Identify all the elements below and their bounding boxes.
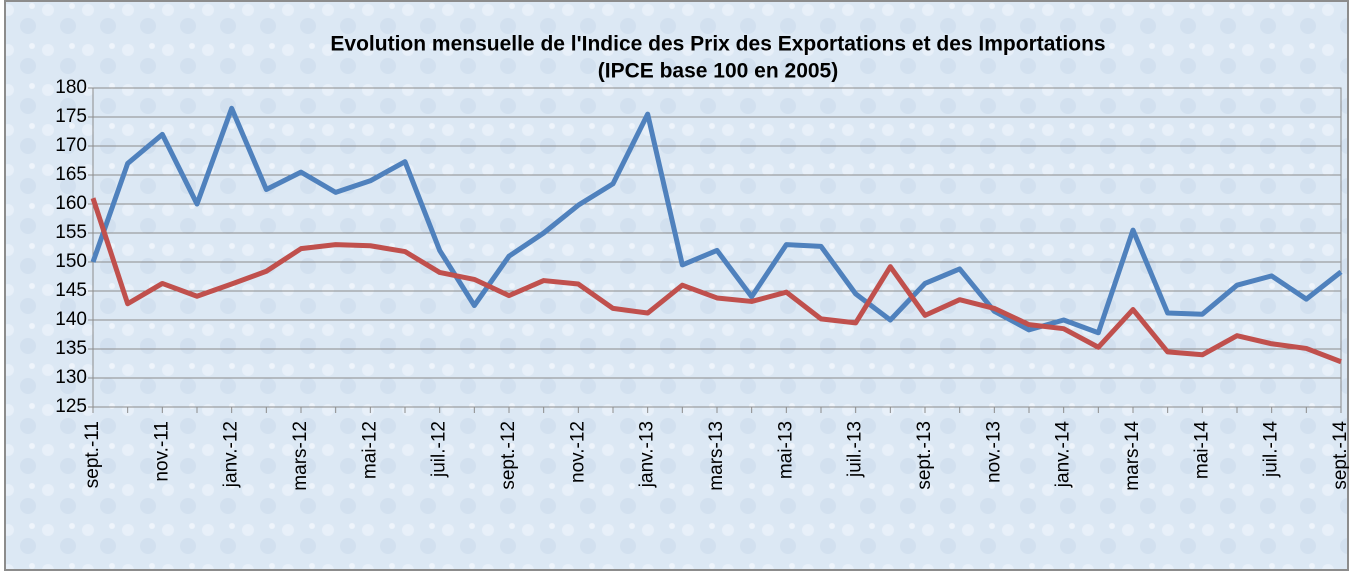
x-tick-label: juil.-13 bbox=[845, 421, 866, 478]
x-tick-label: mars-13 bbox=[706, 421, 727, 491]
x-tick-label: sept.-11 bbox=[82, 421, 103, 488]
x-tick-label: sept.-12 bbox=[498, 421, 519, 490]
data-line bbox=[90, 105, 1343, 336]
x-tick-label: mai-12 bbox=[359, 421, 380, 479]
x-tick-label: mai-14 bbox=[1191, 421, 1212, 480]
x-tick-label: mars-14 bbox=[1122, 421, 1143, 491]
x-tick-label: nov.-13 bbox=[983, 421, 1004, 483]
y-tick-label: 150 bbox=[55, 251, 87, 272]
x-tick-label: janv.-14 bbox=[1053, 421, 1074, 489]
y-tick-label: 180 bbox=[55, 77, 87, 98]
y-tick-label: 165 bbox=[55, 164, 87, 185]
data-line bbox=[90, 197, 1342, 365]
y-tick-label: 145 bbox=[55, 280, 87, 301]
y-tick-label: 125 bbox=[55, 396, 87, 417]
y-tick-label: 135 bbox=[55, 338, 87, 359]
x-tick-label: juil.-12 bbox=[429, 421, 450, 478]
chart-subtitle: (IPCE base 100 en 2005) bbox=[598, 60, 838, 83]
chart-background bbox=[4, 0, 1349, 571]
x-tick-label: nov.-11 bbox=[151, 421, 172, 482]
x-tick-label: juil.-14 bbox=[1261, 421, 1282, 478]
y-tick-label: 155 bbox=[55, 222, 87, 243]
x-tick-label: nov.-12 bbox=[567, 421, 588, 483]
y-tick-label: 130 bbox=[55, 367, 87, 388]
x-tick-label: mars-12 bbox=[290, 421, 311, 491]
chart-title: Evolution mensuelle de l'Indice des Prix… bbox=[330, 33, 1105, 56]
x-tick-label: mai-13 bbox=[775, 421, 796, 479]
y-tick-label: 140 bbox=[55, 309, 87, 330]
y-tick-label: 160 bbox=[55, 193, 87, 214]
x-tick-label: janv.-13 bbox=[637, 421, 658, 488]
x-tick-label: janv.-12 bbox=[221, 421, 242, 488]
x-tick-label: sept.-14 bbox=[1330, 421, 1349, 490]
y-tick-label: 170 bbox=[55, 135, 87, 156]
x-tick-label: sept.-13 bbox=[914, 421, 935, 490]
y-tick-label: 175 bbox=[55, 106, 87, 127]
